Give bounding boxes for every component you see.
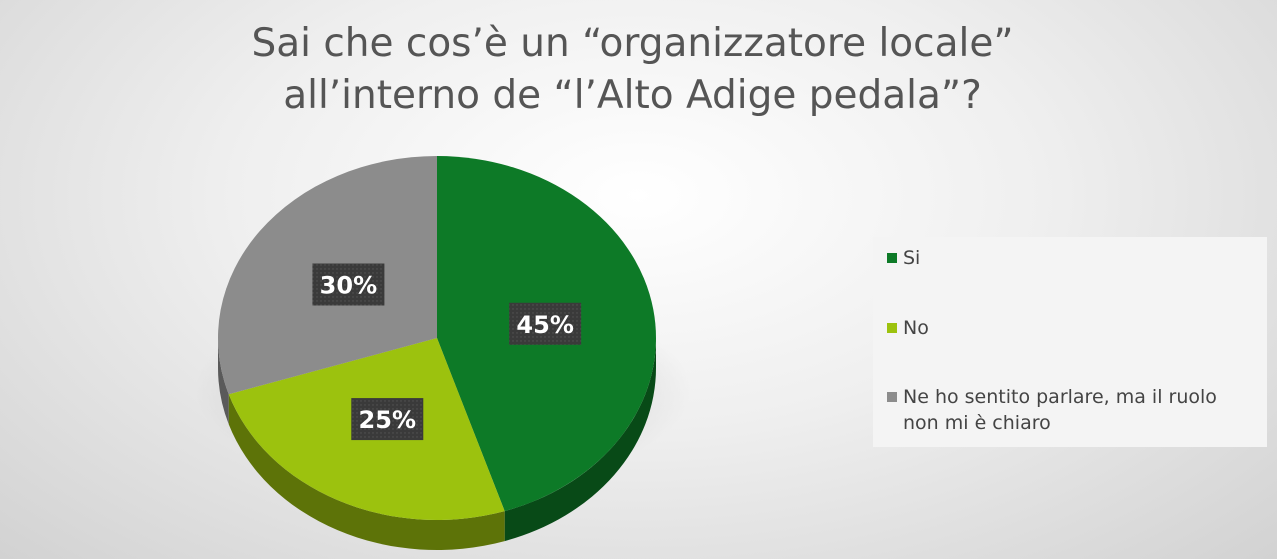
pie-side-no xyxy=(228,394,505,550)
data-label-text-no: 25% xyxy=(359,406,416,434)
data-label-box-si xyxy=(509,302,582,345)
legend: Si No Ne ho sentito parlare, ma il ruolo… xyxy=(873,237,1267,447)
legend-item-si: Si xyxy=(887,245,1257,271)
data-label-box-unclear xyxy=(312,263,385,306)
data-label-no: 25% xyxy=(351,398,424,441)
legend-label-no: No xyxy=(903,317,929,339)
legend-item-no: No xyxy=(887,315,1257,341)
chart-title-line-1: Sai che cos’è un “organizzatore locale” xyxy=(251,21,1014,66)
data-label-box-no xyxy=(351,398,424,441)
chart-title-line-2: all’interno de “l’Alto Adige pedala”? xyxy=(283,73,982,118)
legend-swatch-unclear xyxy=(887,392,897,402)
data-label-unclear: 30% xyxy=(312,263,385,306)
legend-label-unclear: Ne ho sentito parlare, ma il ruolo non m… xyxy=(903,386,1217,434)
legend-item-unclear: Ne ho sentito parlare, ma il ruolo non m… xyxy=(887,384,1257,436)
chart-title: Sai che cos’è un “organizzatore locale” … xyxy=(0,18,1265,122)
data-label-si: 45% xyxy=(509,302,582,345)
legend-swatch-si xyxy=(887,253,897,263)
legend-label-si: Si xyxy=(903,247,921,269)
pie-side-unclear xyxy=(218,338,229,425)
legend-swatch-no xyxy=(887,323,897,333)
data-label-text-unclear: 30% xyxy=(320,272,377,300)
pie-side-si xyxy=(504,338,656,542)
data-label-text-si: 45% xyxy=(516,311,573,339)
